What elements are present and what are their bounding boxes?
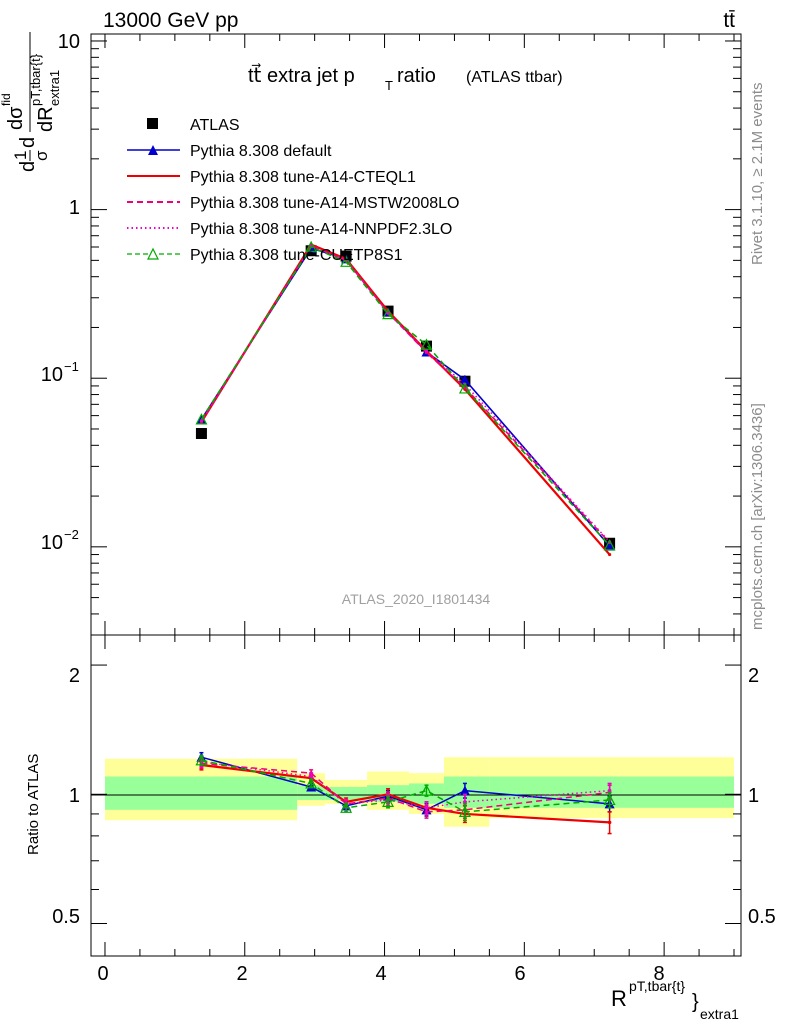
x-label-sup: pT,tbar{t} [629,978,685,994]
data-point [458,382,471,394]
ratio-y-tick-label-right: 0.5 [748,906,776,928]
ratio-point [607,788,612,793]
x-tick-label: 6 [514,963,525,985]
legend-label: Pythia 8.308 tune-A14-NNPDF2.3LO [190,221,452,238]
ratio-y-axis [91,664,741,924]
main-series-layer [195,240,616,557]
data-point [603,539,616,551]
y-label-dr: dR [35,106,57,132]
y-tick-exponent: −2 [64,527,79,542]
ratio-y-tick-label: 2 [69,665,80,687]
legend-entry-cuetp8s1: Pythia 8.308 tune-CUETP8S1 [127,247,403,264]
legend: ATLAS Pythia 8.308 default Pythia 8.308 … [127,117,459,264]
ratio-y-tick-label: 1 [69,785,80,807]
plot-title: tt⃗ extra jet p T ratio (ATLAS ttbar) [248,62,563,93]
x-label-sub: extra1 [700,1006,739,1022]
ratio-point [458,805,471,817]
ratio-y-axis-label: Ratio to ATLAS [25,754,42,855]
data-point [382,307,395,320]
title-tag: (ATLAS ttbar) [466,69,563,86]
series-line [200,243,611,556]
data-point [305,240,318,253]
ratio-series-layer [195,751,616,835]
series-line [200,247,611,547]
y-tick-label: 10 [58,31,80,53]
ratio-y-tick-label: 0.5 [52,906,80,928]
x-tick-label: 4 [375,963,386,985]
x-axis-label: R pT,tbar{t} } extra1 [611,978,739,1022]
ratio-point [459,785,470,796]
legend-label: Pythia 8.308 tune-A14-CTEQL1 [190,169,416,186]
y-label-d: d [17,161,39,172]
main-plot-frame [90,33,742,636]
data-point [386,311,390,315]
band-green [104,776,298,810]
x-tick-label: 0 [97,963,108,985]
data-point [604,541,615,551]
ratio-point [424,806,429,810]
ratio-y-tick-label-right: 1 [748,785,759,807]
legend-label: Pythia 8.308 tune-A14-MSTW2008LO [190,195,459,212]
y-tick-label: 10 [41,364,63,386]
title-main: tt⃗ extra jet p [248,62,355,87]
ratio-point [603,793,616,806]
mcplots-label: mcplots.cern.ch [arXiv:1306.3436] [749,403,766,630]
ratio-point [607,820,612,825]
ratio-point [382,795,395,807]
legend-entry-atlas: ATLAS [147,117,240,134]
y-label-d2: d [17,137,39,148]
y-label-dsigma: dσ [5,106,27,130]
ratio-point [340,801,353,813]
legend-entry-pythia-default: Pythia 8.308 default [127,143,332,160]
y-label-fid: fid [0,93,13,106]
legend-entry-mstw2008lo: Pythia 8.308 tune-A14-MSTW2008LO [127,195,459,212]
y-label-dr-sup: pT,tbar{t} [28,53,43,106]
y-tick-label: 10 [41,532,63,554]
data-point [195,413,208,425]
process-label: tt̄ [723,9,735,32]
y-label-one: 1 [11,151,30,160]
x-label-brace: } [692,991,699,1013]
ratio-y-tick-label-right: 2 [748,665,759,687]
data-point [420,340,432,352]
ratio-point [420,784,433,796]
x-tick-label: 2 [236,963,247,985]
x-label-base: R [611,986,627,1011]
data-point [608,552,612,557]
ratio-point [305,777,318,789]
title-subscript: T [385,78,393,93]
legend-label: Pythia 8.308 default [190,143,332,160]
ratio-point [309,774,313,779]
series-line [200,246,611,546]
series-line [200,244,611,544]
main-y-axis [91,40,741,636]
ratio-point [463,800,467,804]
y-tick-exponent: −1 [64,359,79,374]
rivet-version-label: Rivet 3.1.10, ≥ 2.1M events [749,83,766,266]
analysis-label: ATLAS_2020_I1801434 [342,591,491,607]
data-point [424,349,429,353]
y-tick-label: 1 [69,197,80,219]
x-axis [104,34,735,956]
band-green [325,786,368,800]
main-y-axis-label: d 1 σ d dσ fid dR pT,tbar{t} extra1 [0,32,62,172]
data-point [199,419,204,423]
data-point [340,255,353,267]
data-point [420,338,433,350]
legend-entry-nnpdf23lo: Pythia 8.308 tune-A14-NNPDF2.3LO [127,221,452,238]
title-ratio: ratio [397,65,436,87]
ratio-point [195,754,208,766]
legend-label: Pythia 8.308 tune-CUETP8S1 [190,247,403,264]
series-line [200,245,611,543]
x-tick-label: 8 [653,963,664,985]
energy-label: 13000 GeV pp [103,9,238,32]
data-point [195,428,207,440]
y-label-sigma: σ [32,150,51,161]
legend-label: ATLAS [190,117,240,134]
legend-entry-cteql1: Pythia 8.308 tune-A14-CTEQL1 [127,169,416,186]
data-point [459,374,470,385]
y-label-dr-sub: extra1 [47,70,62,106]
